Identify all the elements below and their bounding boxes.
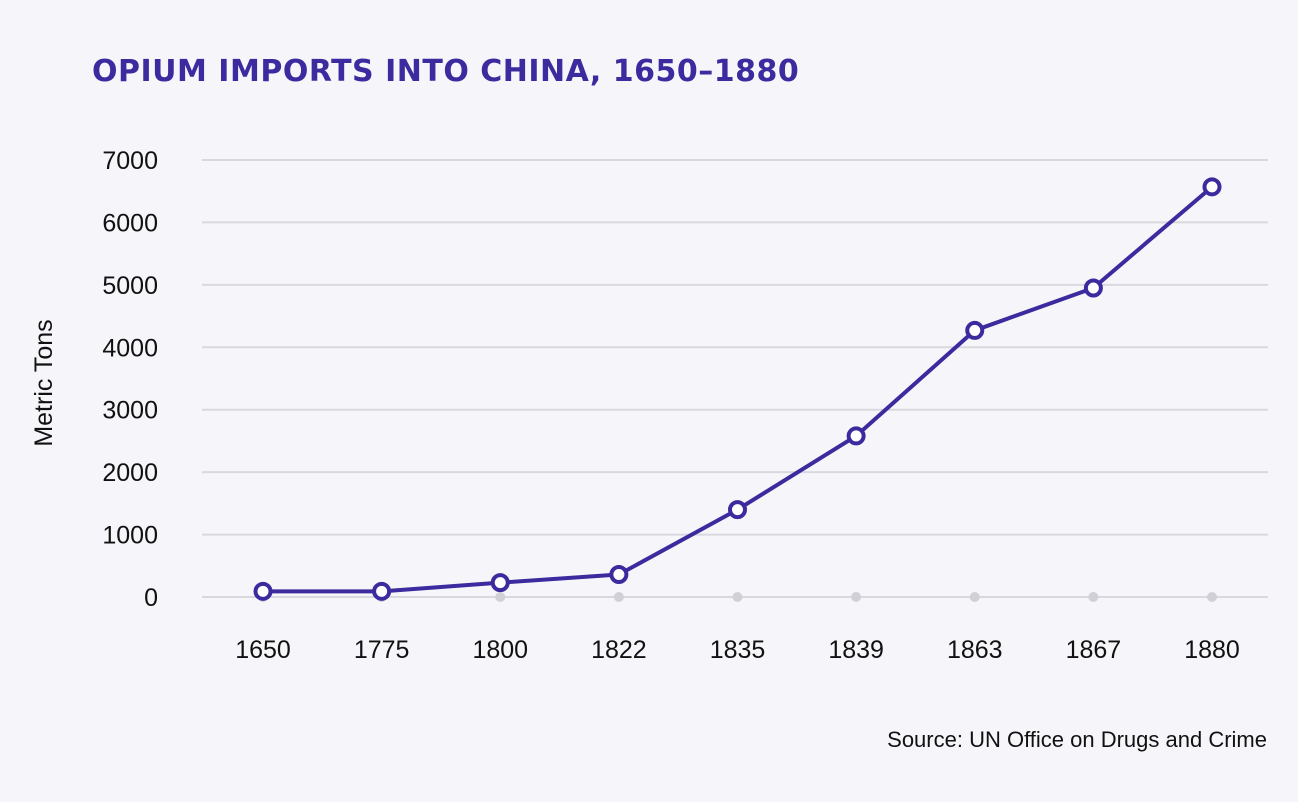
baseline-dot — [969, 592, 980, 602]
data-point — [965, 320, 985, 340]
series-layer — [253, 177, 1222, 601]
data-point — [1202, 177, 1222, 197]
source-note: Source: UN Office on Drugs and Crime — [887, 727, 1267, 752]
x-tick-label: 1880 — [1184, 636, 1240, 664]
data-point — [490, 573, 510, 593]
baseline-dot — [732, 592, 743, 602]
y-tick-label: 7000 — [102, 147, 158, 175]
x-tick-label: 1650 — [235, 636, 291, 664]
x-tick-label: 1835 — [710, 636, 766, 664]
gridlines — [202, 159, 1268, 598]
y-tick-label: 0 — [144, 584, 158, 612]
x-tick-label: 1775 — [354, 636, 410, 664]
baseline-dot — [495, 592, 506, 602]
baseline-dot — [613, 592, 624, 602]
y-tick-label: 3000 — [102, 397, 158, 425]
y-tick-label: 1000 — [102, 522, 158, 550]
y-axis-ticks: 0 1000 2000 3000 4000 5000 6000 7000 — [102, 147, 158, 612]
x-axis-ticks: 1650 1775 1800 1822 1835 1839 1863 1867 1880 — [235, 636, 1240, 664]
data-point — [253, 581, 273, 601]
x-tick-label: 1863 — [947, 636, 1003, 664]
x-tick-label: 1800 — [472, 636, 528, 664]
y-tick-label: 4000 — [102, 334, 158, 362]
data-point — [1083, 278, 1103, 298]
series-line — [261, 184, 1214, 594]
x-tick-label: 1839 — [828, 636, 884, 664]
baseline-dot — [851, 592, 862, 602]
baseline-dot — [1088, 592, 1099, 602]
x-tick-label: 1867 — [1066, 636, 1122, 664]
data-point — [728, 500, 747, 520]
y-axis-title: Metric Tons — [30, 319, 58, 446]
chart-title: OPIUM IMPORTS INTO CHINA, 1650–1880 — [92, 54, 800, 89]
data-point — [372, 581, 392, 601]
y-tick-label: 6000 — [102, 209, 158, 237]
data-point — [846, 426, 866, 446]
y-tick-label: 2000 — [102, 459, 158, 487]
baseline-dot — [1207, 592, 1217, 602]
x-tick-label: 1822 — [591, 636, 647, 664]
data-point — [609, 565, 629, 585]
y-tick-label: 5000 — [102, 272, 158, 300]
